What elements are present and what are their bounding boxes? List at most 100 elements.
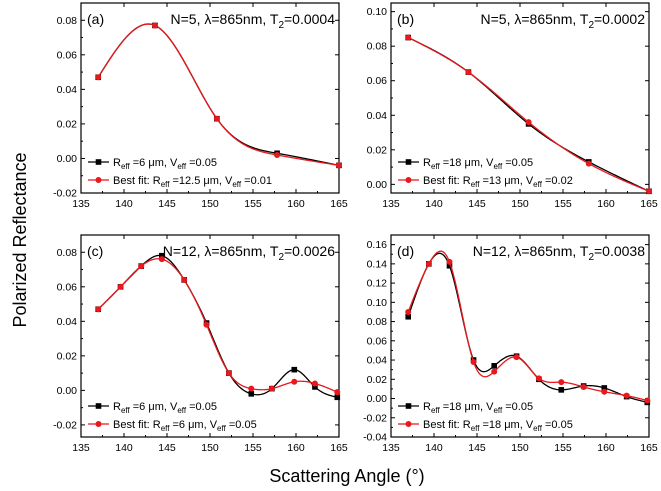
y-tick-label: 0.06: [57, 281, 78, 293]
y-tick-label: 0.10: [367, 6, 388, 18]
title-subscript: 2: [588, 20, 594, 31]
panel-label: (c): [87, 243, 103, 259]
x-tick-label: 150: [511, 198, 529, 210]
x-tick-label: 145: [158, 198, 176, 210]
data-point: [291, 378, 298, 385]
legend-text: Best fit: R: [113, 419, 161, 431]
legend-text: =18 μm, V: [440, 401, 494, 413]
x-tick-label: 140: [425, 198, 443, 210]
data-point: [446, 258, 453, 265]
legend-label-2: Best fit: Reff =18 μm, Veff =0.05: [423, 419, 573, 433]
y-tick-label: 0.14: [367, 258, 388, 270]
legend-label-2: Best fit: Reff =13 μm, Veff =0.02: [423, 175, 573, 189]
x-tick-label: 160: [597, 198, 615, 210]
panel-title: N=12, λ=865nm, T2=0.0026: [163, 243, 335, 263]
legend-subscript: eff: [431, 406, 441, 415]
y-tick-label: 0.08: [367, 316, 388, 328]
x-tick-label: 165: [330, 198, 348, 210]
title-text: =0.0002: [594, 11, 645, 27]
title-text: =865nm, T: [521, 243, 589, 259]
data-point: [291, 366, 298, 373]
data-point: [312, 384, 318, 390]
data-point: [181, 276, 188, 283]
x-tick-label: 135: [382, 442, 400, 454]
x-tick-label: 165: [640, 442, 658, 454]
legend-text: =0.05: [502, 157, 533, 169]
legend-marker: [95, 403, 102, 409]
series-1: [405, 34, 652, 195]
data-point: [558, 387, 565, 393]
x-axis-title: Scattering Angle (°): [269, 466, 424, 486]
x-tick-label: 140: [115, 198, 133, 210]
legend-subscript: eff: [121, 406, 131, 415]
data-point: [425, 260, 432, 267]
panel-label: (a): [87, 11, 104, 27]
title-text: =0.0004: [284, 11, 335, 27]
data-point: [334, 394, 341, 401]
y-tick-label: 0.04: [367, 110, 388, 122]
data-point: [623, 392, 630, 399]
series-2: [405, 250, 651, 404]
series-line: [407, 252, 648, 404]
panel-d: 135 140 145 150 155 160 165 -0.04 -0.02 0.00 0.02 0…: [363, 234, 658, 454]
data-point: [446, 262, 453, 269]
x-tick-label: 160: [287, 442, 305, 454]
data-point: [334, 389, 341, 396]
y-tick-label: -0.02: [53, 188, 77, 200]
lambda-symbol: λ: [204, 11, 211, 27]
legend-text: R: [113, 401, 121, 413]
legend-text: =0.02: [542, 175, 573, 187]
y-tick-label: 0.16: [367, 239, 388, 251]
title-text: N=12,: [163, 243, 205, 259]
legend-text: Best fit: R: [423, 419, 471, 431]
legend-text: =0.01: [241, 175, 272, 187]
legend-marker: [405, 421, 412, 427]
lambda-symbol: λ: [514, 11, 521, 27]
data-point: [311, 380, 318, 387]
legend-text: =13 μm, V: [479, 175, 533, 187]
x-tick-label: 150: [201, 442, 219, 454]
legend-text: =0.05: [542, 419, 573, 431]
legend-subscript: eff: [493, 406, 503, 415]
data-point: [470, 358, 477, 365]
x-tick-label: 140: [425, 442, 443, 454]
series-1: [95, 22, 342, 169]
x-tick-label: 165: [330, 442, 348, 454]
legend-marker: [95, 159, 102, 165]
x-tick-label: 165: [640, 198, 658, 210]
legend-text: R: [423, 401, 431, 413]
title-text: =865nm, T: [211, 243, 279, 259]
series-line: [97, 254, 338, 398]
y-tick-label: 0.02: [57, 118, 78, 130]
data-point: [513, 354, 520, 361]
title-text: N=12,: [473, 243, 515, 259]
legend-text: R: [423, 157, 431, 169]
series-line: [97, 23, 340, 166]
x-tick-label: 135: [72, 442, 90, 454]
data-point: [95, 74, 102, 81]
y-tick-label: 0.00: [367, 179, 388, 191]
legend-subscript: eff: [177, 406, 187, 415]
legend-text: =6 μm, V: [169, 419, 217, 431]
legend-text: =6 μm, V: [130, 157, 178, 169]
title-text: =0.0038: [594, 243, 645, 259]
x-tick-label: 135: [382, 198, 400, 210]
data-point: [225, 370, 232, 377]
y-tick-label: 0.10: [367, 297, 388, 309]
x-tick-label: 160: [287, 198, 305, 210]
legend-marker: [95, 177, 102, 183]
legend-subscript: eff: [471, 424, 481, 433]
legend-label-1: Reff =18 μm, Veff =0.05: [423, 157, 533, 171]
legend-subscript: eff: [533, 424, 543, 433]
legend-subscript: eff: [121, 162, 131, 171]
data-point: [274, 152, 281, 158]
data-point: [336, 162, 342, 169]
data-point: [158, 256, 165, 263]
x-tick-label: 135: [72, 198, 90, 210]
panel-title: N=12, λ=865nm, T2=0.0038: [473, 243, 645, 263]
legend-text: Best fit: R: [113, 175, 161, 187]
x-tick-label: 155: [244, 198, 262, 210]
panel-title: N=5, λ=865nm, T2=0.0002: [481, 11, 646, 31]
data-point: [601, 388, 608, 395]
y-tick-label: 0.02: [57, 350, 78, 362]
